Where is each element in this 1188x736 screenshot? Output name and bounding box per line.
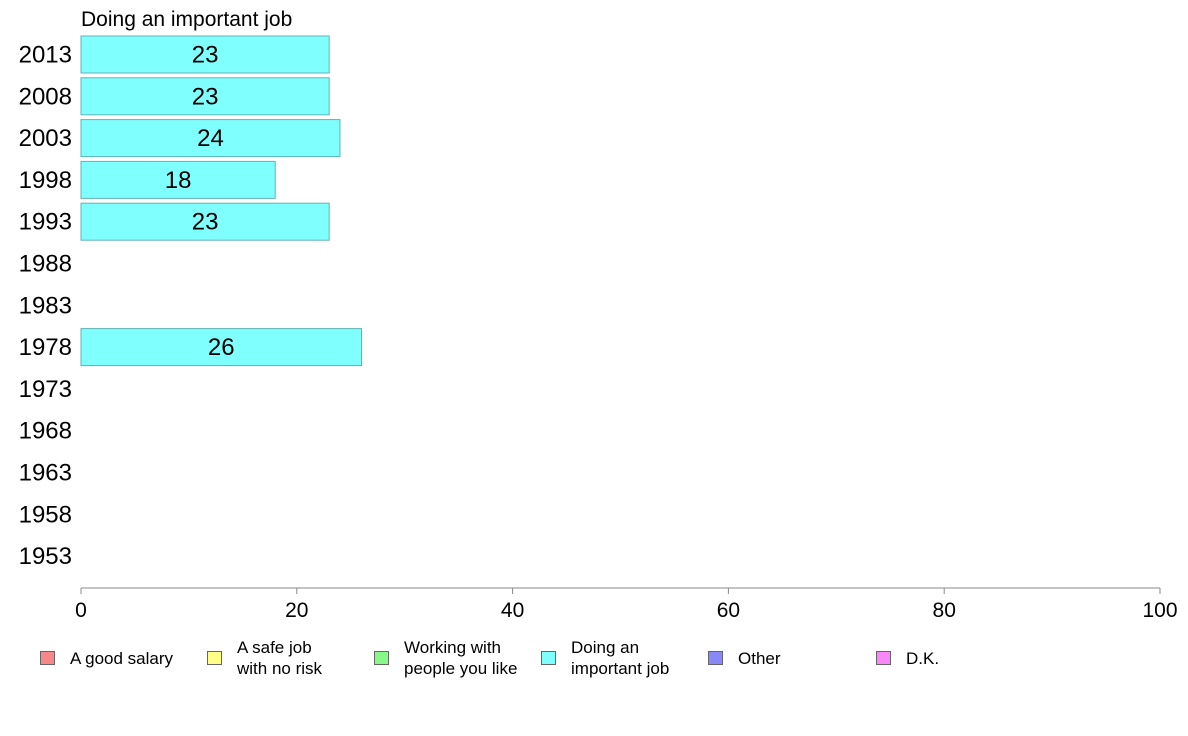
chart-title: Doing an important job [81, 8, 292, 31]
legend-label: D.K. [906, 648, 940, 668]
bar [80, 77, 330, 116]
legend-swatch [541, 651, 556, 665]
y-tick-label: 1963 [19, 460, 72, 487]
bar-value-label: 26 [208, 334, 235, 361]
x-tick-label: 40 [501, 599, 524, 622]
y-tick-label: 1953 [19, 543, 72, 570]
bar-value-label: 23 [192, 42, 219, 69]
legend-item: Working with people you like [374, 636, 517, 680]
legend-item: Other [708, 636, 781, 680]
x-tick-label: 100 [1142, 599, 1177, 622]
legend-item: D.K. [876, 636, 939, 680]
y-axis-labels: 2013 2008 2003 1998 1993 1988 1983 1978 1973 1968… [19, 42, 72, 571]
y-tick-label: 1983 [19, 292, 72, 319]
y-tick-label: 1958 [19, 501, 72, 528]
x-axis: 0 20 40 60 80 100 [75, 587, 1178, 622]
bar [80, 160, 276, 199]
y-tick-label: 1978 [19, 334, 72, 361]
x-tick-label: 80 [933, 599, 956, 622]
legend-item: Doing an important job [541, 636, 669, 680]
x-tick-label: 0 [75, 599, 87, 622]
legend-item: A safe job with no risk [207, 636, 322, 680]
legend-label: A safe job with no risk [237, 638, 323, 678]
bar [80, 202, 330, 241]
legend-swatch [876, 651, 891, 665]
y-tick-label: 1968 [19, 418, 72, 445]
x-tick-label: 20 [285, 599, 308, 622]
y-tick-label: 1998 [19, 167, 72, 194]
bar [80, 119, 341, 158]
y-tick-label: 2003 [19, 125, 72, 152]
y-tick-label: 1993 [19, 209, 72, 236]
bar [80, 328, 363, 367]
legend-label: Doing an important job [571, 638, 670, 678]
legend-swatch [374, 651, 389, 665]
x-tick-label: 60 [717, 599, 740, 622]
y-tick-label: 1988 [19, 251, 72, 278]
y-tick-label: 2008 [19, 83, 72, 110]
bar-value-label: 24 [197, 125, 224, 152]
legend-label: Working with people you like [404, 638, 518, 678]
legend-swatch [708, 651, 723, 665]
legend-label: A good salary [70, 648, 174, 668]
bar-value-label: 18 [165, 167, 192, 194]
legend-item: A good salary [40, 636, 173, 680]
y-tick-label: 2013 [19, 42, 72, 69]
legend-swatch [40, 651, 55, 665]
bar-value-label: 23 [192, 83, 219, 110]
bar-value-label: 23 [192, 209, 219, 236]
legend: A good salary A safe job with no risk Work… [0, 636, 1188, 686]
legend-label: Other [738, 648, 781, 668]
bar [80, 35, 330, 74]
y-tick-label: 1973 [19, 376, 72, 403]
legend-swatch [207, 651, 222, 665]
